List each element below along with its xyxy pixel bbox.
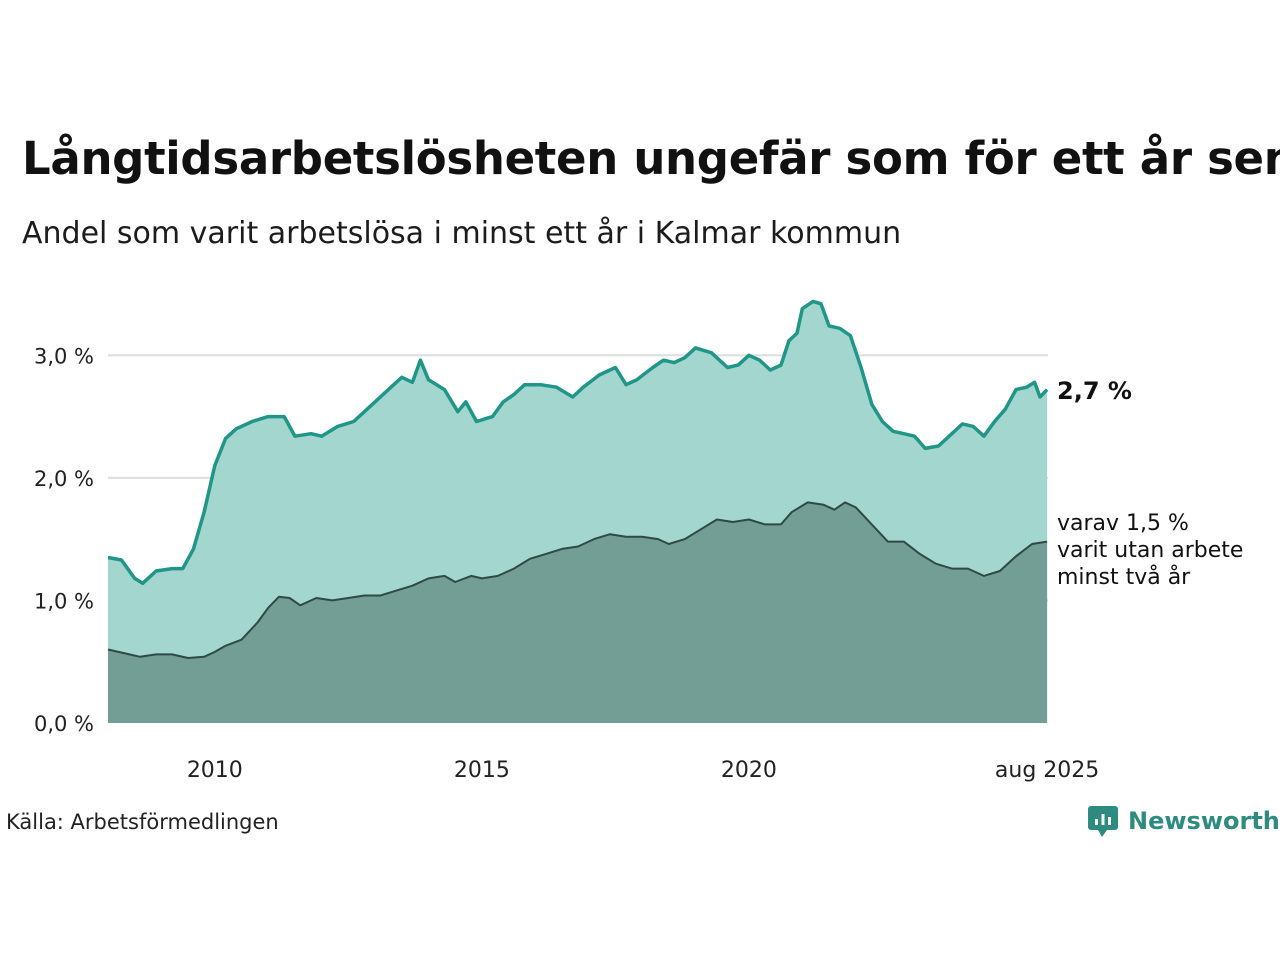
chart-title: Långtidsarbetslösheten ungefär som för e… — [22, 132, 1280, 185]
x-tick-label: 2015 — [454, 758, 510, 783]
line-two-years — [107, 501, 1048, 659]
y-tick-label: 0,0 % — [34, 712, 94, 736]
series-label-two-years-line-1: varav 1,5 % — [1057, 511, 1189, 536]
brand-logo: Newsworthy — [1088, 804, 1280, 838]
y-tick-label: 1,0 % — [34, 589, 94, 613]
x-tick-label: 2010 — [187, 758, 243, 783]
series-label-two-years: varav 1,5 % varit utan arbete minst två … — [1057, 511, 1250, 590]
source-note: Källa: Arbetsförmedlingen — [6, 810, 279, 834]
series-label-two-years-line-2: varit utan arbete — [1057, 538, 1243, 563]
chart-subtitle: Andel som varit arbetslösa i minst ett å… — [22, 216, 902, 251]
x-tick-label: aug 2025 — [995, 758, 1099, 783]
newsworthy-logo-icon — [1088, 806, 1118, 837]
x-tick-label: 2020 — [721, 758, 777, 783]
brand-name: Newsworthy — [1128, 807, 1280, 835]
x-axis-ticks: 2010 2015 2020 aug 2025 — [187, 758, 1099, 783]
chart-area: 0,0 % 1,0 % 2,0 % 3,0 % 2010 2015 2020 aug 202… — [34, 299, 1250, 783]
line-total — [107, 299, 1049, 586]
y-tick-label: 2,0 % — [34, 467, 94, 491]
y-axis-ticks: 0,0 % 1,0 % 2,0 % 3,0 % — [34, 344, 94, 736]
y-tick-label: 3,0 % — [34, 344, 94, 368]
series-label-two-years-line-3: minst två år — [1057, 564, 1191, 590]
area-two-years — [108, 502, 1048, 723]
series-label-total: 2,7 % — [1057, 377, 1132, 405]
